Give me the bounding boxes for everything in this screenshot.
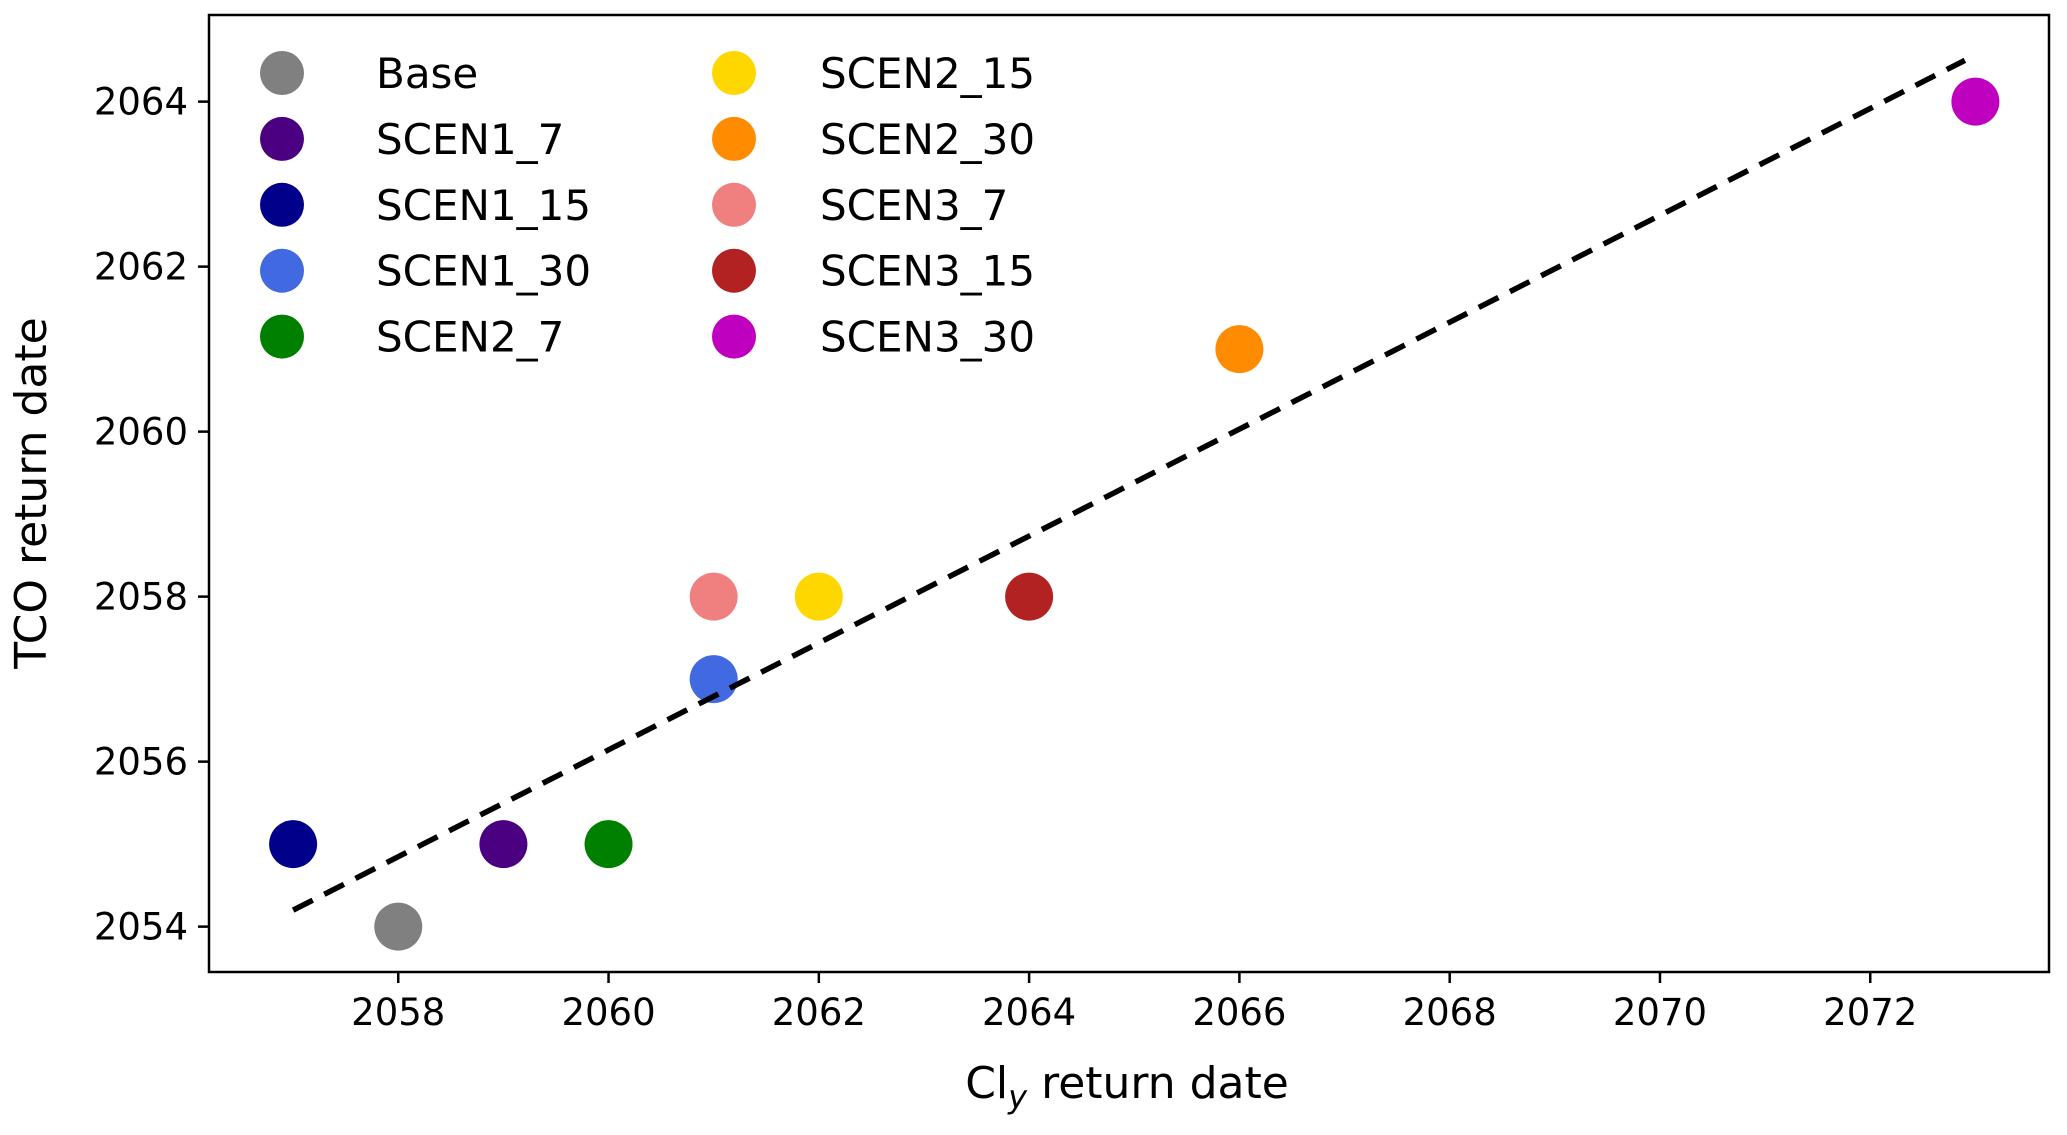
y-tick-label: 2060: [94, 411, 188, 454]
legend-item-SCEN1_7: SCEN1_7: [260, 115, 564, 164]
legend-marker-SCEN1_30: [260, 248, 304, 293]
legend-item-SCEN1_15: SCEN1_15: [260, 181, 591, 230]
x-tick-label: 2072: [1823, 991, 1917, 1034]
legend-label: SCEN3_30: [820, 313, 1035, 362]
legend-item-SCEN2_15: SCEN2_15: [712, 49, 1035, 98]
x-tick-label: 2070: [1613, 991, 1707, 1034]
data-point-Base: [374, 902, 423, 951]
x-tick-label: 2062: [772, 991, 866, 1034]
data-point-SCEN3_15: [1005, 572, 1054, 621]
x-tick-label: 2068: [1403, 991, 1497, 1034]
y-tick-label: 2062: [94, 246, 188, 289]
y-tick-label: 2058: [94, 576, 188, 619]
legend-item-SCEN3_30: SCEN3_30: [712, 313, 1035, 362]
legend-label: SCEN1_15: [376, 181, 591, 230]
y-tick-label: 2054: [94, 906, 188, 949]
legend-label: SCEN3_7: [820, 181, 1008, 230]
x-tick-label: 2066: [1192, 991, 1286, 1034]
legend-item-SCEN1_30: SCEN1_30: [260, 247, 591, 296]
legend-marker-SCEN2_15: [712, 51, 756, 95]
legend-item-SCEN3_15: SCEN3_15: [712, 247, 1035, 296]
data-point-SCEN1_15: [269, 820, 318, 869]
x-tick-label: 2064: [982, 991, 1076, 1034]
data-point-SCEN3_7: [689, 572, 738, 621]
legend-marker-Base: [260, 51, 304, 95]
x-tick-label: 2060: [561, 991, 655, 1034]
x-tick-label: 2058: [351, 991, 445, 1034]
legend-label: SCEN3_15: [820, 247, 1035, 296]
legend-item-SCEN2_30: SCEN2_30: [712, 115, 1035, 164]
y-axis-label: TCO return date: [6, 317, 57, 669]
legend-label: Base: [376, 49, 478, 98]
data-point-SCEN2_15: [794, 572, 843, 621]
y-tick-label: 2056: [94, 741, 188, 784]
legend-label: SCEN2_30: [820, 115, 1035, 164]
legend-item-Base: Base: [260, 49, 478, 98]
y-tick-label: 2064: [94, 81, 188, 124]
legend-marker-SCEN1_7: [260, 116, 304, 161]
data-point-SCEN2_7: [584, 820, 633, 869]
data-point-SCEN1_30: [689, 655, 738, 704]
legend-item-SCEN3_7: SCEN3_7: [712, 181, 1008, 230]
legend-label: SCEN1_7: [376, 115, 564, 164]
legend-item-SCEN2_7: SCEN2_7: [260, 313, 564, 362]
data-point-SCEN3_30: [1951, 77, 2000, 126]
legend-marker-SCEN3_7: [712, 182, 756, 227]
data-point-SCEN2_30: [1215, 325, 1264, 374]
legend-label: SCEN2_15: [820, 49, 1035, 98]
legend-marker-SCEN3_15: [712, 248, 756, 293]
x-axis-label: Cly return date: [965, 1058, 1289, 1116]
legend-marker-SCEN2_30: [712, 116, 756, 161]
legend-label: SCEN2_7: [376, 313, 564, 362]
plot-border: [207, 13, 2051, 974]
legend-marker-SCEN3_30: [712, 314, 756, 359]
legend-marker-SCEN1_15: [260, 182, 304, 227]
legend-marker-SCEN2_7: [260, 314, 304, 359]
legend-label: SCEN1_30: [376, 247, 591, 296]
data-point-SCEN1_7: [479, 820, 528, 869]
legend: Base SCEN1_7 SCEN1_15 SCEN1_30 SCEN2_7 SCEN2_…: [260, 49, 1035, 362]
